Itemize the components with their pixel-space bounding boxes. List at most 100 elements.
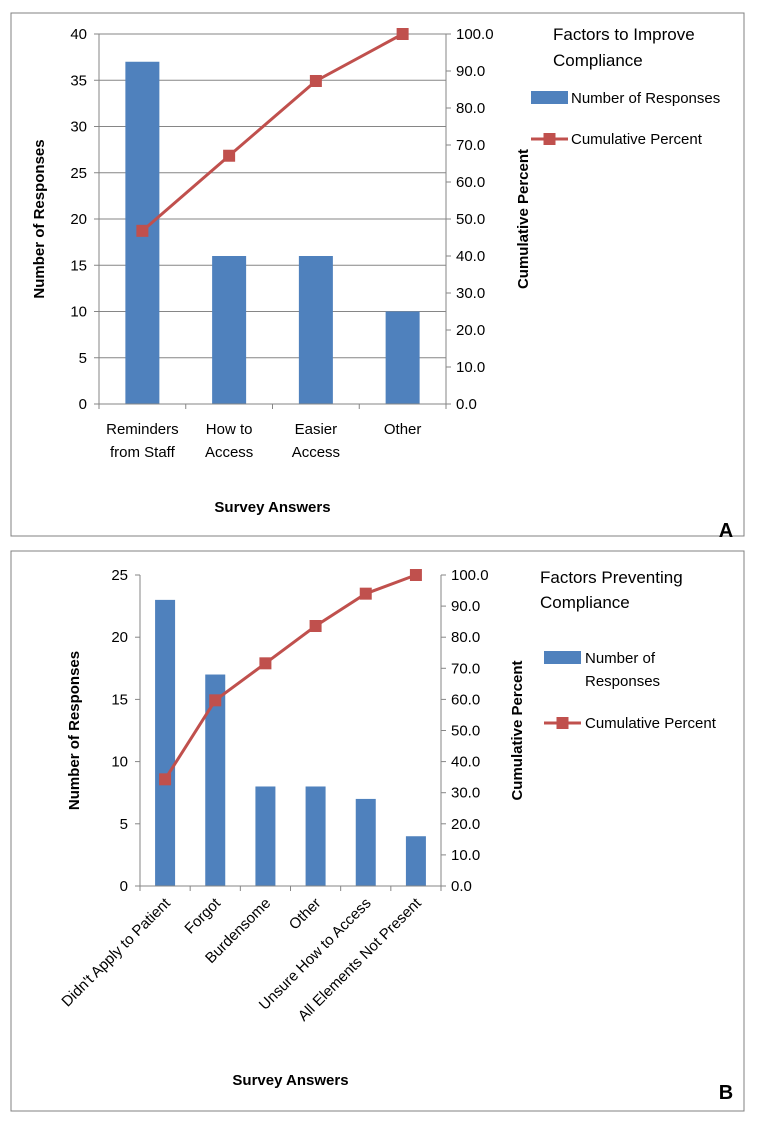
y-tick-label: 10 — [111, 754, 128, 771]
y2-tick-label: 30.0 — [456, 285, 485, 302]
y-tick-label: 5 — [120, 816, 128, 833]
legend-label-line: Responses — [585, 673, 660, 690]
y-tick-label: 20 — [70, 211, 87, 228]
y-tick-label: 40 — [70, 26, 87, 43]
x-category-label: Forgot — [181, 894, 224, 937]
y2-tick-label: 40.0 — [451, 754, 480, 771]
bar — [405, 836, 426, 886]
x-category-label-line: Easier — [295, 421, 338, 438]
legend-title: Factors to Improve Compliance — [553, 25, 695, 70]
y2-tick-label: 80.0 — [451, 629, 480, 646]
y2-tick-label: 80.0 — [456, 100, 485, 117]
y-tick-label: 15 — [70, 257, 87, 274]
y2-axis-title: Cumulative Percent — [509, 660, 526, 800]
legend-label-line: Cumulative Percent — [585, 715, 717, 732]
cumulative-line — [141, 32, 404, 232]
y2-tick-label: 70.0 — [456, 137, 485, 154]
chart-A: 0 5 10 15 20 25 30 35 40 0.0 10.0 20.0 30.0 40.0 50.0 6… — [10, 12, 745, 542]
legend-title-line: Factors to Improve — [553, 25, 695, 44]
x-category-label-line: Reminders — [106, 421, 179, 438]
bar — [255, 786, 276, 886]
y2-tick-label: 70.0 — [451, 660, 480, 677]
y2-tick-label: 90.0 — [456, 63, 485, 80]
y2-tick-label: 40.0 — [456, 248, 485, 265]
legend-label-line: Number of Responses — [571, 90, 720, 107]
y-tick-label: 20 — [111, 629, 128, 646]
legend-label-line: Number of — [585, 650, 656, 667]
legend-label: Cumulative Percent — [571, 131, 703, 148]
legend-title: Factors Preventing Compliance — [540, 568, 683, 612]
x-category-label-line: Access — [205, 444, 253, 461]
x-category-label: Other — [384, 421, 422, 438]
legend-swatch-bar — [531, 91, 568, 104]
legend-swatch-marker — [556, 717, 569, 729]
x-axis-title: Survey Answers — [214, 499, 330, 516]
panel-frame — [10, 12, 745, 537]
x-category-label: Easier Access — [292, 421, 340, 461]
legend-label: Number of Responses — [571, 90, 720, 107]
x-category-label-line: Other — [384, 421, 422, 438]
cumulative-marker — [223, 149, 236, 162]
chart-B: 0 5 10 15 20 25 0.0 10.0 20.0 30.0 40.0 50.0 60.0 70.… — [10, 550, 745, 1112]
legend-swatch-bar — [544, 651, 581, 664]
y2-tick-label: 20.0 — [456, 322, 485, 339]
cumulative-marker — [409, 569, 422, 581]
cumulative-marker — [396, 28, 409, 40]
x-category-label-line: Access — [292, 444, 340, 461]
y-tick-label: 10 — [70, 304, 87, 321]
y-tick-label: 25 — [70, 165, 87, 182]
legend-label: Cumulative Percent — [585, 715, 717, 732]
y2-tick-label: 30.0 — [451, 785, 480, 802]
x-category-label-line: from Staff — [110, 444, 176, 461]
y2-tick-label: 0.0 — [456, 396, 477, 413]
cumulative-marker — [309, 620, 322, 633]
y2-tick-label: 100.0 — [451, 567, 489, 584]
y2-tick-label: 60.0 — [451, 691, 480, 708]
legend-title-line: Compliance — [540, 593, 630, 612]
bar — [305, 786, 326, 886]
x-axis-title: Survey Answers — [232, 1072, 348, 1089]
x-category-label: Reminders from Staff — [106, 421, 179, 461]
y2-tick-label: 50.0 — [456, 211, 485, 228]
y-tick-label: 35 — [70, 72, 87, 89]
x-category-label: How to Access — [205, 421, 253, 461]
bar — [298, 256, 333, 404]
y2-tick-label: 60.0 — [456, 174, 485, 191]
cumulative-marker — [209, 694, 222, 707]
y-tick-label: 25 — [111, 567, 128, 584]
cumulative-marker — [309, 74, 322, 87]
y2-tick-label: 10.0 — [456, 359, 485, 376]
legend-label: Number of Responses — [585, 650, 660, 690]
y2-tick-label: 50.0 — [451, 723, 480, 740]
y-tick-label: 15 — [111, 691, 128, 708]
cumulative-marker — [359, 587, 372, 600]
cumulative-marker — [159, 773, 172, 786]
legend-swatch-marker — [543, 133, 556, 145]
y-tick-label: 0 — [79, 396, 87, 413]
panel-frame — [10, 550, 745, 1112]
y2-tick-label: 20.0 — [451, 816, 480, 833]
y-tick-label: 0 — [120, 878, 128, 895]
y-axis-title: Number of Responses — [66, 651, 83, 810]
cumulative-marker — [136, 224, 149, 237]
y-tick-label: 30 — [70, 119, 87, 136]
y-axis-title: Number of Responses — [31, 139, 48, 298]
bar — [355, 798, 376, 886]
legend-title-line: Factors Preventing — [540, 568, 683, 587]
bar — [212, 256, 247, 404]
y2-tick-label: 0.0 — [451, 878, 472, 895]
bar — [155, 599, 176, 886]
cumulative-marker — [259, 657, 272, 670]
x-category-label: Other — [286, 895, 325, 934]
cumulative-line — [163, 573, 417, 781]
legend-label-line: Cumulative Percent — [571, 131, 703, 148]
y2-tick-label: 10.0 — [451, 847, 480, 864]
x-category-label-line: How to — [206, 421, 253, 438]
y2-tick-label: 90.0 — [451, 598, 480, 615]
x-category-label: Didn't Apply to Patient — [58, 894, 174, 1010]
panel-letter: B — [719, 1082, 733, 1104]
y2-tick-label: 100.0 — [456, 26, 494, 43]
bar — [205, 674, 226, 886]
